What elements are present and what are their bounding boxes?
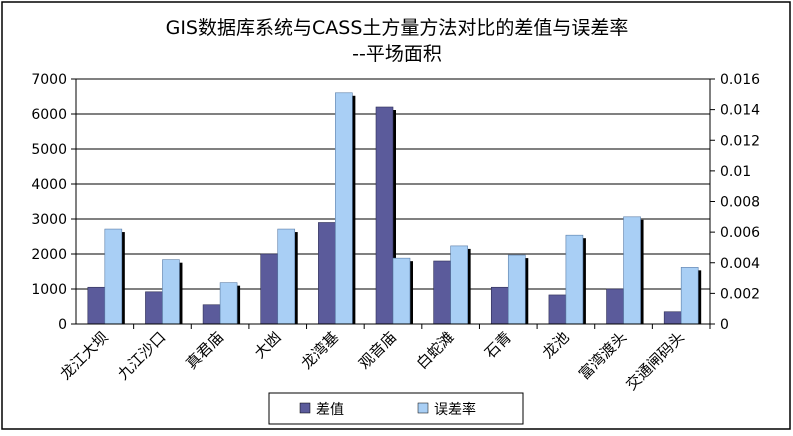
chart-title: GIS数据库系统与CASS土方量方法对比的差值与误差率 [166,17,629,39]
bar-diff [202,304,221,325]
right-axis-tick-label: 0.014 [720,103,760,119]
legend-swatch-diff [299,402,311,414]
bar-rate [104,228,123,325]
left-axis-tick-label: 7000 [31,72,67,88]
bar-rate [335,92,353,325]
bar-rate [507,254,526,325]
legend-box [268,392,524,425]
right-axis-tick-label: 0.008 [720,195,760,211]
left-axis-tick-label: 2000 [31,247,67,263]
left-axis-tick-label: 5000 [31,142,67,158]
bar-diff [260,253,279,325]
bar-rate [680,267,699,325]
legend-label-diff: 差值 [316,402,344,418]
bar-diff [318,222,336,325]
bar-diff [606,288,624,325]
bar-diff [433,260,451,325]
bar-diff [145,291,163,325]
legend: 差值 误差率 [268,392,524,425]
bar-rate [219,282,238,325]
bars-layer [87,92,702,325]
legend-swatch-rate [417,402,429,414]
bar-diff [663,311,682,325]
left-axis-tick-label: 6000 [31,107,67,123]
left-axis-tick-label: 4000 [31,177,67,193]
bar-rate [277,228,296,325]
bar-diff [548,294,567,325]
left-axis-tick-label: 1000 [31,282,67,298]
bar-diff [375,106,394,325]
right-axis-tick-label: 0.002 [720,286,760,302]
bar-rate [623,216,641,325]
left-axis-tick-label: 0 [58,317,67,333]
chart-subtitle: --平场面积 [352,43,442,65]
bar-rate [392,257,411,325]
right-axis-tick-label: 0.01 [720,164,751,180]
bar-diff [490,286,509,325]
bar-rate [565,234,584,325]
right-axis-tick-label: 0 [720,317,729,333]
bar-rate [450,245,468,325]
right-axis-tick-label: 0.012 [720,133,760,149]
bar-diff [87,286,106,325]
right-axis-tick-label: 0.016 [720,72,760,88]
bar-rate [162,259,180,325]
right-axis-tick-label: 0.004 [720,256,760,272]
legend-label-rate: 误差率 [434,401,476,418]
right-axis-tick-label: 0.006 [720,225,760,241]
left-axis-tick-label: 3000 [31,212,67,228]
